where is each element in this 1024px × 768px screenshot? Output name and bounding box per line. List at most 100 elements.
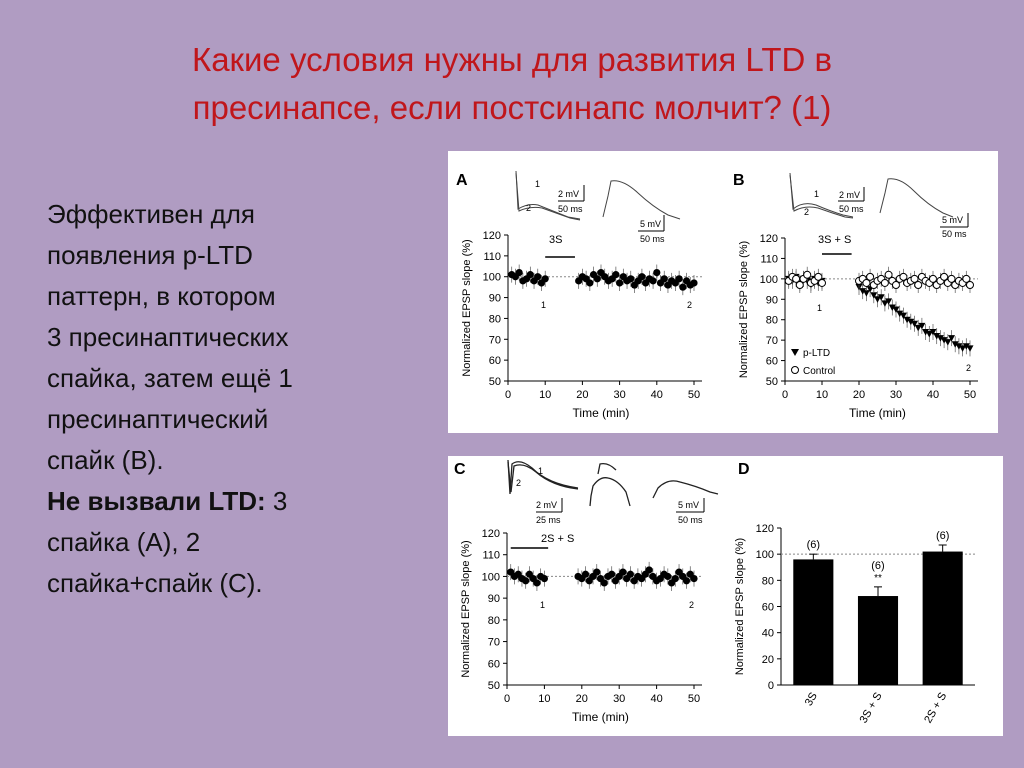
panel-c-traces <box>507 459 719 507</box>
data-point <box>818 278 826 287</box>
data-point <box>671 575 679 583</box>
y-tick-label: 0 <box>768 680 774 692</box>
data-point <box>619 568 627 576</box>
data-point <box>626 570 635 578</box>
x-tick-label: 30 <box>890 389 902 401</box>
data-point <box>940 337 948 344</box>
body-line-7: спайк (В). <box>47 445 164 475</box>
x-tick-label: 30 <box>613 693 625 705</box>
x-tick-label: 30 <box>613 389 625 401</box>
data-point <box>593 568 601 576</box>
y-tick-label: 120 <box>483 230 501 242</box>
panel-c-mark-1: 1 <box>540 600 545 610</box>
panel-d-letter: D <box>738 461 750 478</box>
y-tick-label: 70 <box>488 637 500 649</box>
category-label: 2S + S <box>922 691 949 726</box>
body-bold-label: Не вызвали LTD: <box>47 486 266 516</box>
panel-b-scale-1-ms: 50 ms <box>839 204 864 214</box>
y-tick-label: 70 <box>489 334 501 346</box>
figure-panel-cd: C 1 2 2 mV 25 ms 5 mV 50 ms D 50 60 70 80 90… <box>448 456 1003 736</box>
x-axis-label: Time (min) <box>573 406 630 420</box>
y-tick-label: 80 <box>762 575 774 587</box>
panel-b-scalebar-1 <box>838 187 865 202</box>
panel-a-mark-2: 2 <box>687 300 692 310</box>
slide-title-line-2: пресинапсе, если постсинапс молчит? (1) <box>192 89 832 126</box>
data-point <box>936 335 944 342</box>
x-tick-label: 20 <box>576 693 588 705</box>
data-point <box>645 566 653 574</box>
panel-a-mark-1: 1 <box>541 300 546 310</box>
panel-a-trace-1-label: 1 <box>535 179 540 189</box>
panel-c-scalebar-2 <box>676 498 705 513</box>
x-tick-label: 20 <box>576 389 588 401</box>
bar <box>857 596 899 685</box>
panel-c-scale-1-mv: 2 mV <box>536 500 557 510</box>
bar <box>922 551 963 685</box>
data-point <box>653 268 661 277</box>
y-tick-label: 90 <box>766 294 778 306</box>
data-point <box>522 577 530 585</box>
panel-b-letter: B <box>733 172 745 189</box>
y-tick-label: 120 <box>482 528 500 540</box>
x-tick-label: 40 <box>651 389 663 401</box>
category-label: 3S <box>803 691 820 709</box>
legend-circle-icon <box>791 366 799 374</box>
panel-b-traces <box>789 172 954 219</box>
x-tick-label: 50 <box>688 389 700 401</box>
figure-cd-svg: C 1 2 2 mV 25 ms 5 mV 50 ms D 50 60 70 80 90… <box>454 459 975 726</box>
data-point <box>888 304 896 311</box>
y-tick-label: 50 <box>489 376 501 388</box>
data-point <box>533 579 541 587</box>
bar-n-label: (6) <box>871 560 884 572</box>
data-point <box>664 572 672 581</box>
data-point <box>526 271 534 279</box>
data-point <box>866 272 875 281</box>
figure-panel-ab: A 1 2 2 mV 50 ms 5 mV 50 ms B 1 2 2 mV <box>448 151 998 433</box>
x-tick-label: 0 <box>782 389 788 401</box>
x-tick-label: 20 <box>853 389 865 401</box>
data-point <box>907 318 915 326</box>
data-point <box>660 275 668 283</box>
data-point <box>581 570 590 578</box>
x-axis-label: Time (min) <box>572 710 629 724</box>
data-point <box>649 277 657 285</box>
x-tick-label: 10 <box>538 693 550 705</box>
y-tick-label: 120 <box>756 523 774 535</box>
body-line-10: спайка+спайк (С). <box>47 568 263 598</box>
y-tick-label: 50 <box>488 680 500 692</box>
panel-a-scalebar-1 <box>558 185 585 202</box>
figure-ab-svg: A 1 2 2 mV 50 ms 5 mV 50 ms B 1 2 2 mV <box>456 170 978 420</box>
body-line-1: Эффективен для <box>47 199 256 229</box>
y-tick-label: 110 <box>760 253 778 265</box>
data-point <box>955 343 963 350</box>
data-point <box>690 279 698 287</box>
panel-c-scalebar-1 <box>536 498 563 513</box>
panel-b-scale-2-ms: 50 ms <box>942 229 967 239</box>
body-line-4: 3 пресинаптических <box>47 322 289 352</box>
data-point <box>690 575 698 583</box>
panel-c-trace-2-label: 2 <box>516 478 521 488</box>
data-point <box>899 312 907 320</box>
data-point <box>870 292 878 299</box>
data-point <box>534 273 542 281</box>
data-point <box>892 306 900 313</box>
data-point <box>948 335 955 342</box>
y-tick-label: 110 <box>483 251 501 263</box>
panel-a-scale-2-ms: 50 ms <box>640 234 665 244</box>
y-tick-label: 110 <box>482 550 500 562</box>
bar-n-label: (6) <box>807 539 820 551</box>
data-point <box>914 324 922 332</box>
y-tick-label: 60 <box>762 602 774 614</box>
x-tick-label: 10 <box>539 389 551 401</box>
data-point <box>962 343 970 350</box>
data-point <box>914 280 923 289</box>
body-line-3: паттерн, в котором <box>47 281 276 311</box>
data-point <box>616 279 624 287</box>
y-tick-label: 90 <box>489 293 501 305</box>
y-axis-label: Normalized EPSP slope (%) <box>461 239 473 376</box>
panel-a-protocol-label: 3S <box>549 234 562 246</box>
bar <box>793 559 834 685</box>
data-point <box>903 316 911 324</box>
data-point <box>966 345 974 352</box>
data-point <box>541 275 549 283</box>
